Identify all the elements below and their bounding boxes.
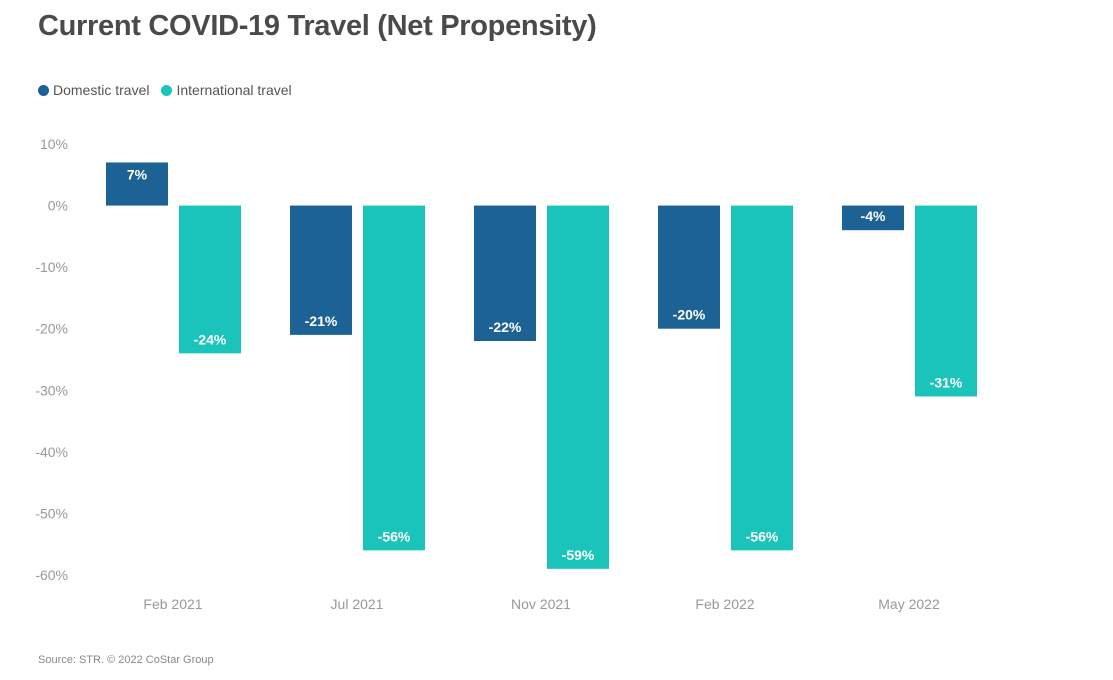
y-tick-label: -40%	[35, 444, 68, 460]
bar	[915, 205, 977, 397]
legend-item-domestic: Domestic travel	[38, 82, 149, 98]
bar	[658, 205, 720, 329]
x-tick-label: Jul 2021	[331, 596, 384, 612]
y-tick-label: -60%	[35, 567, 68, 583]
data-label: -20%	[673, 307, 706, 323]
y-tick-label: 0%	[48, 198, 68, 214]
x-tick-label: Nov 2021	[511, 596, 571, 612]
bar	[842, 205, 904, 231]
data-label: -59%	[562, 547, 595, 563]
bar	[474, 205, 536, 342]
bar	[290, 205, 352, 335]
data-label: -31%	[930, 374, 963, 390]
x-tick-label: Feb 2022	[695, 596, 754, 612]
y-tick-label: -50%	[35, 505, 68, 521]
bar	[363, 205, 425, 551]
data-label: -21%	[305, 313, 338, 329]
legend-swatch-international	[161, 84, 173, 96]
bar	[106, 162, 168, 206]
chart-title: Current COVID-19 Travel (Net Propensity)	[38, 10, 597, 42]
x-tick-label: May 2022	[878, 596, 940, 612]
bar	[179, 205, 241, 354]
y-tick-label: -30%	[35, 382, 68, 398]
y-tick-label: 10%	[40, 136, 68, 152]
legend-item-international: International travel	[161, 82, 292, 98]
source-note: Source: STR. © 2022 CoStar Group	[38, 654, 214, 666]
data-label: -22%	[489, 319, 522, 335]
x-tick-label: Feb 2021	[143, 596, 202, 612]
legend-label-domestic: Domestic travel	[53, 82, 150, 98]
bar	[731, 205, 793, 551]
chart-legend: Domestic travel International travel	[38, 82, 304, 98]
data-label: 7%	[127, 166, 148, 182]
legend-swatch-domestic	[38, 84, 49, 96]
data-label: -4%	[861, 208, 886, 224]
y-tick-label: -10%	[35, 259, 68, 275]
bar	[547, 205, 609, 569]
legend-label-international: International travel	[176, 82, 292, 98]
y-tick-label: -20%	[35, 321, 68, 337]
data-label: -24%	[194, 331, 227, 347]
bar-chart: 10% 0% -10% -20% -30% -40% -50% -60% Feb 2021 Jul…	[35, 136, 977, 612]
data-label: -56%	[378, 528, 411, 544]
data-label: -56%	[746, 528, 779, 544]
